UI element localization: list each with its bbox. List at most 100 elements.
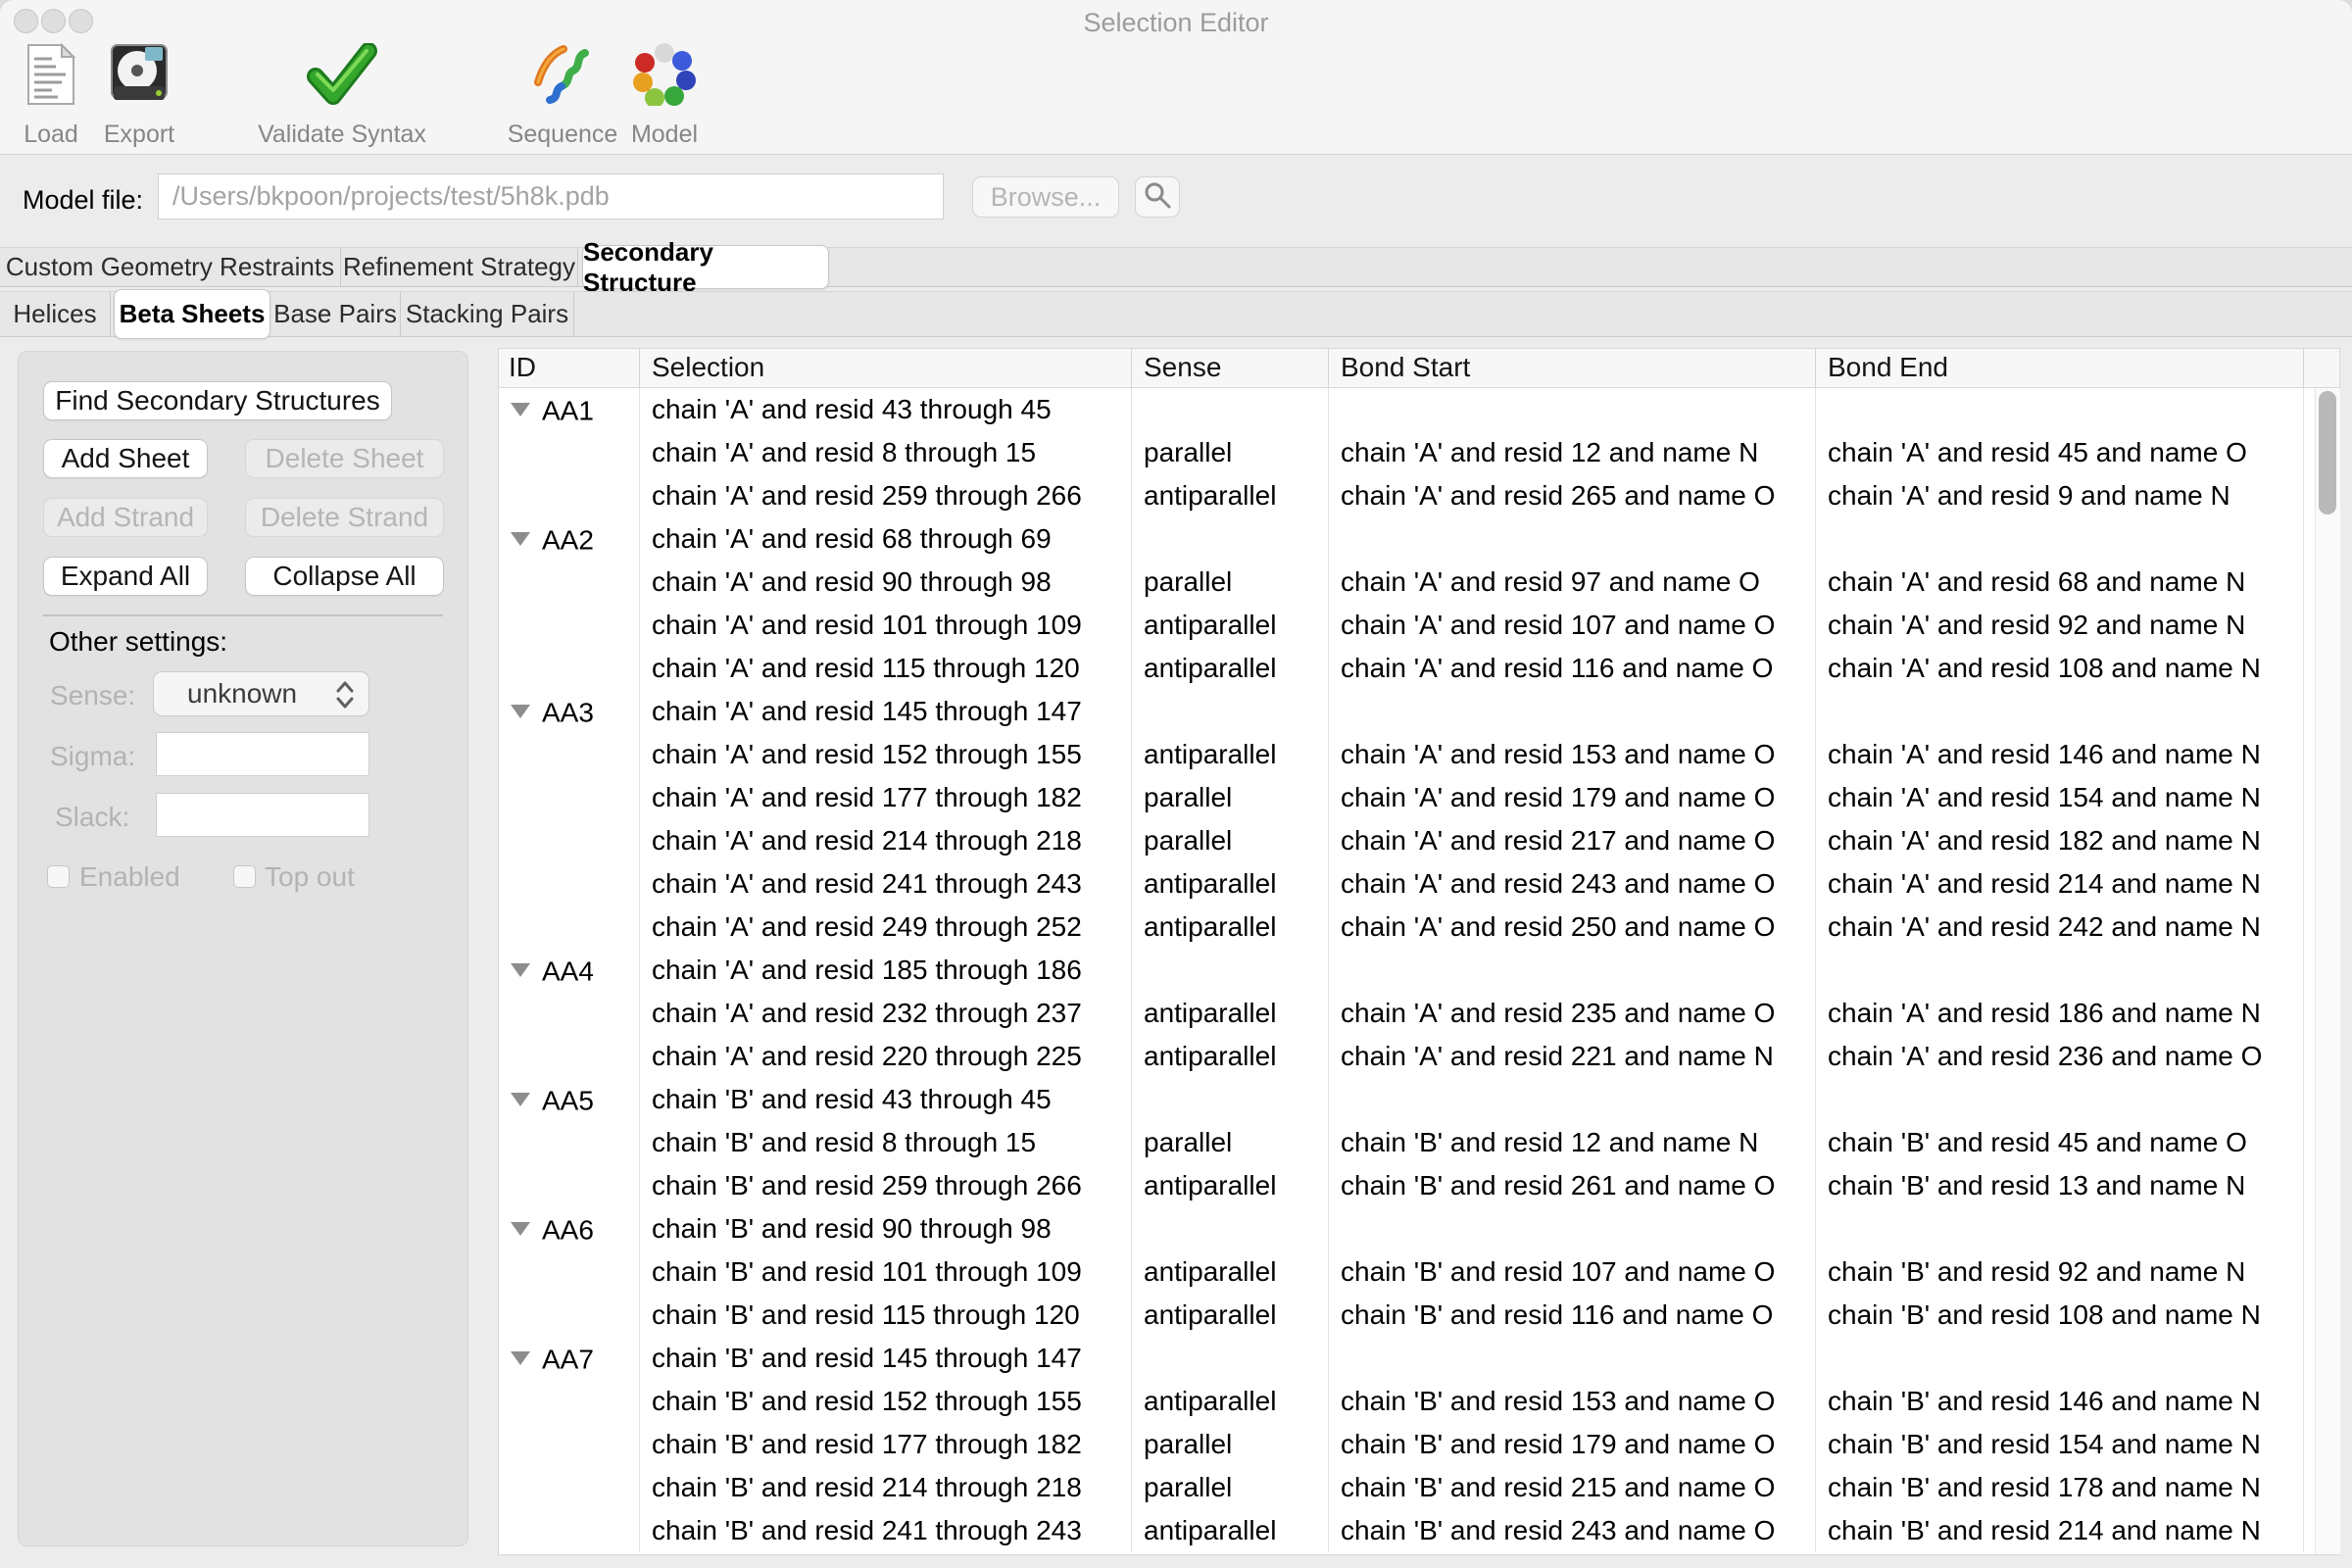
table-row[interactable]: chain 'A' and resid 177 through 182 paral… [499, 776, 2339, 819]
row-bond-end-cell: chain 'A' and resid 92 and name N [1816, 604, 2304, 647]
delete-sheet-button[interactable]: Delete Sheet [245, 439, 444, 478]
tab-base-pairs[interactable]: Base Pairs [270, 292, 401, 336]
disclosure-triangle-icon[interactable] [511, 531, 530, 546]
sigma-input[interactable] [156, 732, 369, 776]
disclosure-triangle-icon[interactable] [511, 1221, 530, 1236]
table-row[interactable]: chain 'A' and resid 101 through 109 antip… [499, 604, 2339, 647]
add-sheet-button[interactable]: Add Sheet [43, 439, 208, 478]
find-secondary-structures-button[interactable]: Find Secondary Structures [43, 381, 392, 420]
table-row[interactable]: chain 'A' and resid 152 through 155 antip… [499, 733, 2339, 776]
row-bond-start-cell [1329, 949, 1816, 992]
row-bond-end-cell: chain 'A' and resid 242 and name N [1816, 906, 2304, 949]
row-bond-end-cell: chain 'A' and resid 108 and name N [1816, 647, 2304, 690]
tab-refinement-strategy[interactable]: Refinement Strategy [341, 248, 578, 286]
load-button[interactable]: Load [12, 42, 90, 149]
disclosure-triangle-icon[interactable] [511, 1350, 530, 1365]
slack-input[interactable] [156, 793, 369, 837]
sequence-button[interactable]: Sequence [502, 43, 623, 149]
browse-button[interactable]: Browse... [972, 176, 1119, 218]
row-id-cell [499, 1164, 640, 1207]
row-id-cell [499, 1423, 640, 1466]
validate-syntax-button[interactable]: Validate Syntax [251, 42, 433, 149]
table-row[interactable]: chain 'A' and resid 249 through 252 antip… [499, 906, 2339, 949]
row-sense-cell: antiparallel [1132, 1294, 1329, 1337]
table-row[interactable]: chain 'A' and resid 259 through 266 antip… [499, 474, 2339, 517]
row-sense-cell [1132, 1078, 1329, 1121]
row-sense-cell: parallel [1132, 776, 1329, 819]
model-file-input[interactable] [158, 173, 944, 220]
table-row[interactable]: chain 'A' and resid 214 through 218 paral… [499, 819, 2339, 862]
table-row[interactable]: AA6 chain 'B' and resid 90 through 98 [499, 1207, 2339, 1250]
table-row[interactable]: chain 'A' and resid 115 through 120 antip… [499, 647, 2339, 690]
table-row[interactable]: chain 'A' and resid 220 through 225 antip… [499, 1035, 2339, 1078]
column-header-selection[interactable]: Selection [640, 349, 1132, 387]
collapse-all-button[interactable]: Collapse All [245, 557, 444, 596]
row-selection-cell: chain 'A' and resid 220 through 225 [640, 1035, 1132, 1078]
row-bond-start-cell [1329, 517, 1816, 561]
sheet-controls-panel: Find Secondary Structures Add Sheet Dele… [18, 351, 468, 1546]
table-row[interactable]: AA3 chain 'A' and resid 145 through 147 [499, 690, 2339, 733]
row-sense-cell: parallel [1132, 1121, 1329, 1164]
table-row[interactable]: AA4 chain 'A' and resid 185 through 186 [499, 949, 2339, 992]
column-header-id[interactable]: ID [499, 349, 640, 387]
vertical-scrollbar[interactable] [2315, 388, 2340, 1554]
table-row[interactable]: AA5 chain 'B' and resid 43 through 45 [499, 1078, 2339, 1121]
checkmark-icon [302, 42, 382, 111]
tab-helices[interactable]: Helices [0, 292, 111, 336]
column-header-bond-end[interactable]: Bond End [1816, 349, 2304, 387]
zoom-window-button[interactable] [69, 9, 93, 33]
disclosure-triangle-icon[interactable] [511, 402, 530, 416]
enabled-label: Enabled [79, 861, 180, 892]
row-bond-end-cell: chain 'B' and resid 154 and name N [1816, 1423, 2304, 1466]
table-row[interactable]: chain 'B' and resid 8 through 15 parallel… [499, 1121, 2339, 1164]
row-bond-end-cell: chain 'B' and resid 45 and name O [1816, 1121, 2304, 1164]
tab-secondary-structure[interactable]: Secondary Structure [582, 237, 829, 297]
enabled-checkbox[interactable] [47, 865, 70, 888]
row-sense-cell: antiparallel [1132, 1164, 1329, 1207]
row-sense-cell [1132, 949, 1329, 992]
column-header-bond-start[interactable]: Bond Start [1329, 349, 1816, 387]
delete-strand-button[interactable]: Delete Strand [245, 498, 444, 537]
table-row[interactable]: chain 'A' and resid 241 through 243 antip… [499, 862, 2339, 906]
add-strand-button[interactable]: Add Strand [43, 498, 208, 537]
column-header-sense[interactable]: Sense [1132, 349, 1329, 387]
disclosure-triangle-icon[interactable] [511, 962, 530, 977]
row-bond-start-cell: chain 'B' and resid 12 and name N [1329, 1121, 1816, 1164]
tab-beta-sheets[interactable]: Beta Sheets [114, 289, 270, 339]
minimize-window-button[interactable] [41, 9, 66, 33]
scrollbar-thumb[interactable] [2319, 391, 2336, 514]
table-row[interactable]: chain 'B' and resid 259 through 266 antip… [499, 1164, 2339, 1207]
close-window-button[interactable] [14, 9, 38, 33]
model-button[interactable]: Model [619, 43, 710, 149]
row-bond-start-cell [1329, 1207, 1816, 1250]
tab-stacking-pairs[interactable]: Stacking Pairs [401, 292, 574, 336]
table-row[interactable]: chain 'B' and resid 241 through 243 antip… [499, 1509, 2339, 1552]
expand-all-button[interactable]: Expand All [43, 557, 208, 596]
table-row[interactable]: chain 'B' and resid 152 through 155 antip… [499, 1380, 2339, 1423]
top-out-checkbox[interactable] [233, 865, 256, 888]
table-row[interactable]: chain 'A' and resid 90 through 98 paralle… [499, 561, 2339, 604]
row-bond-start-cell: chain 'A' and resid 107 and name O [1329, 604, 1816, 647]
sense-select[interactable]: unknown [153, 671, 369, 716]
table-row[interactable]: chain 'B' and resid 101 through 109 antip… [499, 1250, 2339, 1294]
table-row[interactable]: AA7 chain 'B' and resid 145 through 147 [499, 1337, 2339, 1380]
row-id-cell: AA6 [499, 1207, 640, 1250]
table-row[interactable]: chain 'B' and resid 115 through 120 antip… [499, 1294, 2339, 1337]
table-row[interactable]: chain 'A' and resid 8 through 15 parallel… [499, 431, 2339, 474]
table-row[interactable]: chain 'B' and resid 214 through 218 paral… [499, 1466, 2339, 1509]
tab-custom-geometry-restraints[interactable]: Custom Geometry Restraints [0, 248, 341, 286]
row-selection-cell: chain 'B' and resid 145 through 147 [640, 1337, 1132, 1380]
table-row[interactable]: AA2 chain 'A' and resid 68 through 69 [499, 517, 2339, 561]
table-row[interactable]: chain 'B' and resid 177 through 182 paral… [499, 1423, 2339, 1466]
row-bond-end-cell [1816, 690, 2304, 733]
row-id-cell [499, 1294, 640, 1337]
row-bond-end-cell: chain 'A' and resid 182 and name N [1816, 819, 2304, 862]
table-row[interactable]: AA1 chain 'A' and resid 43 through 45 [499, 388, 2339, 431]
export-button[interactable]: Export [94, 43, 184, 149]
disclosure-triangle-icon[interactable] [511, 704, 530, 718]
disclosure-triangle-icon[interactable] [511, 1092, 530, 1106]
search-file-button[interactable] [1135, 176, 1180, 218]
row-sense-cell: antiparallel [1132, 906, 1329, 949]
table-row[interactable]: chain 'A' and resid 232 through 237 antip… [499, 992, 2339, 1035]
row-bond-end-cell: chain 'A' and resid 186 and name N [1816, 992, 2304, 1035]
